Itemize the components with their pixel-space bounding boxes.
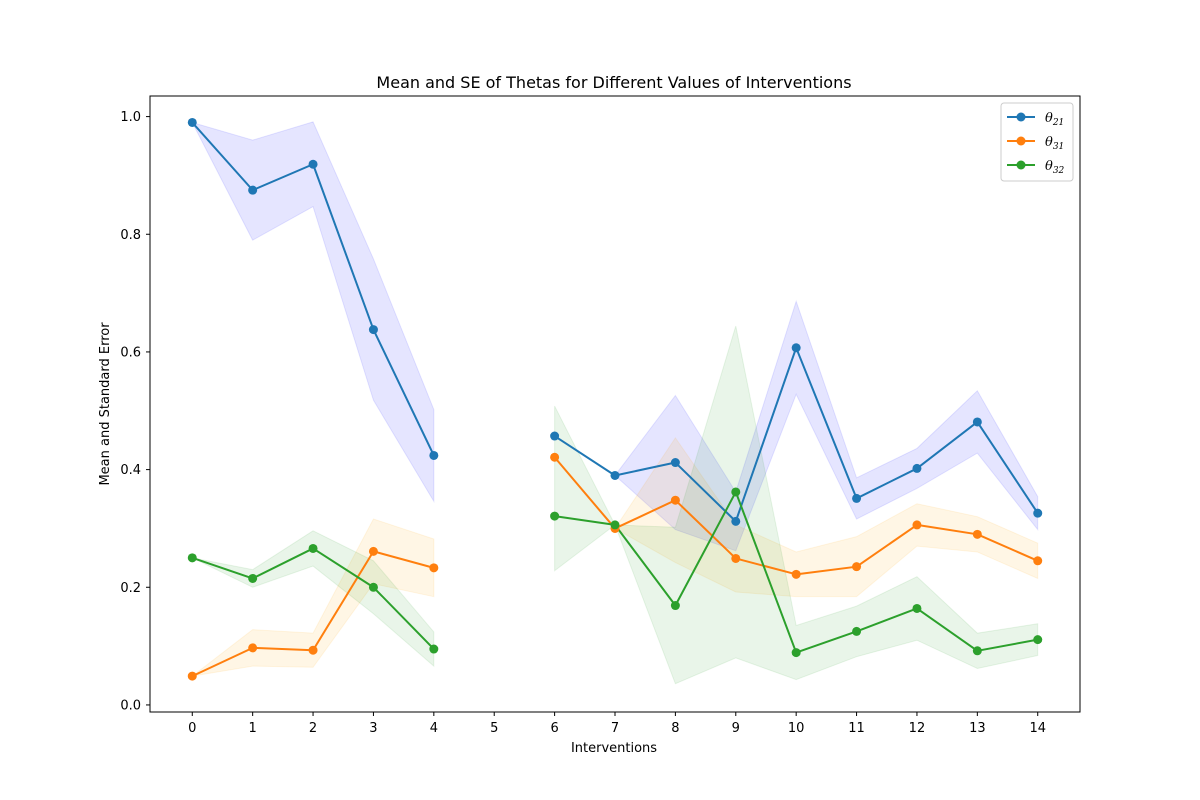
data-point-series-1 xyxy=(912,463,922,473)
chart-title: Mean and SE of Thetas for Different Valu… xyxy=(376,73,851,92)
data-point-series-2 xyxy=(429,563,439,573)
data-point-series-3 xyxy=(1033,635,1043,645)
y-tick-label: 1.0 xyxy=(120,110,141,125)
data-point-series-3 xyxy=(670,601,680,611)
data-point-series-3 xyxy=(912,603,922,613)
data-point-series-3 xyxy=(972,646,982,656)
error-bands xyxy=(191,121,1039,685)
x-axis-title: Interventions xyxy=(571,741,657,756)
data-point-series-3 xyxy=(429,644,439,654)
data-point-series-1 xyxy=(1033,508,1043,518)
x-tick-label: 11 xyxy=(848,721,865,736)
legend-marker-swatch xyxy=(1016,160,1026,170)
data-point-series-1 xyxy=(248,185,258,195)
data-point-series-3 xyxy=(610,520,620,530)
x-tick-label: 7 xyxy=(611,721,619,736)
x-tick-label: 2 xyxy=(309,721,317,736)
data-point-series-1 xyxy=(972,417,982,427)
data-point-series-3 xyxy=(308,543,318,553)
legend-marker-swatch xyxy=(1016,112,1026,122)
x-axis: 0 1 2 3 4 5 6 7 8 9 10 11 12 13 14 xyxy=(188,712,1046,736)
data-point-series-2 xyxy=(248,643,258,653)
x-tick-label: 14 xyxy=(1029,721,1046,736)
y-axis-title: Mean and Standard Error xyxy=(98,322,113,486)
x-tick-label: 4 xyxy=(430,721,438,736)
x-tick-label: 8 xyxy=(671,721,679,736)
data-point-series-2 xyxy=(1033,556,1043,566)
data-point-series-1 xyxy=(670,458,680,468)
data-point-series-1 xyxy=(852,493,862,503)
data-point-series-3 xyxy=(248,573,258,583)
data-point-series-1 xyxy=(308,159,318,169)
data-point-series-1 xyxy=(731,516,741,526)
data-point-series-1 xyxy=(550,431,560,441)
x-tick-label: 5 xyxy=(490,721,498,736)
data-point-series-2 xyxy=(308,645,318,655)
data-point-series-3 xyxy=(731,487,741,497)
x-tick-label: 9 xyxy=(732,721,740,736)
x-tick-label: 1 xyxy=(249,721,257,736)
x-tick-label: 0 xyxy=(188,721,196,736)
error-band-series-3 xyxy=(554,325,1039,685)
data-point-series-3 xyxy=(187,553,197,563)
data-point-series-2 xyxy=(368,546,378,556)
data-point-series-1 xyxy=(791,343,801,353)
y-tick-label: 0.0 xyxy=(120,698,141,713)
data-point-series-1 xyxy=(368,325,378,335)
data-points xyxy=(187,117,1043,681)
data-point-series-1 xyxy=(429,450,439,460)
y-tick-label: 0.6 xyxy=(120,345,141,360)
legend: θ21 θ31 θ32 xyxy=(1000,102,1074,182)
x-tick-label: 10 xyxy=(788,721,805,736)
legend-label: θ31 xyxy=(1045,135,1064,152)
y-axis: 0.0 0.2 0.4 0.6 0.8 1.0 xyxy=(120,110,150,713)
data-point-series-3 xyxy=(852,626,862,636)
data-point-series-2 xyxy=(912,520,922,530)
data-point-series-3 xyxy=(791,648,801,658)
data-point-series-2 xyxy=(187,671,197,681)
data-point-series-1 xyxy=(610,470,620,480)
x-tick-label: 13 xyxy=(969,721,986,736)
data-point-series-1 xyxy=(187,117,197,127)
x-tick-label: 3 xyxy=(369,721,377,736)
data-point-series-3 xyxy=(550,511,560,521)
legend-label: θ32 xyxy=(1045,159,1065,176)
data-point-series-2 xyxy=(852,562,862,572)
y-tick-label: 0.2 xyxy=(120,581,141,596)
data-point-series-2 xyxy=(731,553,741,563)
x-tick-label: 6 xyxy=(550,721,558,736)
y-tick-label: 0.8 xyxy=(120,228,141,243)
legend-label: θ21 xyxy=(1045,111,1064,128)
data-point-series-3 xyxy=(368,582,378,592)
y-tick-label: 0.4 xyxy=(120,463,141,478)
legend-marker-swatch xyxy=(1016,136,1026,146)
data-point-series-2 xyxy=(550,452,560,462)
data-point-series-2 xyxy=(670,495,680,505)
data-point-series-2 xyxy=(791,569,801,579)
data-point-series-2 xyxy=(972,529,982,539)
x-tick-label: 12 xyxy=(909,721,926,736)
